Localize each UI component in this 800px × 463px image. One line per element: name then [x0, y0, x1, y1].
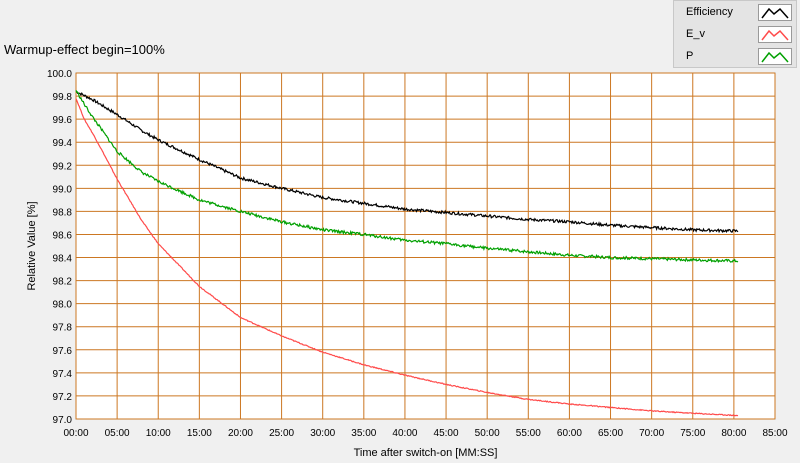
x-tick-label: 20:00 — [228, 428, 253, 439]
y-tick-label: 97.0 — [53, 415, 73, 426]
legend-label-efficiency: Efficiency — [686, 6, 733, 18]
y-tick-label: 98.6 — [53, 230, 73, 241]
legend-item-efficiency[interactable]: Efficiency — [674, 2, 798, 24]
y-tick-label: 99.4 — [53, 138, 73, 149]
series-line-e_v — [75, 98, 739, 417]
legend-label-p: P — [686, 50, 694, 62]
y-tick-labels: 100.0 99.8 99.6 99.4 99.2 99.0 98.8 98.6 98.4 98.… — [47, 69, 72, 426]
x-tick-label: 10:00 — [146, 428, 171, 439]
x-tick-label: 55:00 — [516, 428, 541, 439]
grid — [75, 72, 776, 420]
y-axis-label: Relative Value [%] — [26, 201, 38, 290]
y-tick-label: 99.8 — [53, 92, 73, 103]
x-tick-label: 65:00 — [598, 428, 623, 439]
y-tick-label: 97.8 — [53, 323, 73, 334]
legend-swatch-e_v — [758, 26, 792, 43]
x-tick-label: 45:00 — [434, 428, 459, 439]
legend: Efficiency E_v P — [673, 0, 797, 68]
y-tick-label: 98.4 — [53, 254, 73, 265]
x-tick-label: 50:00 — [475, 428, 500, 439]
y-tick-label: 99.0 — [53, 184, 73, 195]
x-tick-labels: 00:00 05:00 10:00 15:00 20:00 25:00 30:00 35:00… — [63, 428, 787, 439]
series-line-efficiency — [75, 90, 739, 234]
y-tick-label: 97.6 — [53, 346, 73, 357]
x-tick-label: 15:00 — [187, 428, 212, 439]
x-tick-label: 00:00 — [63, 428, 88, 439]
y-tick-label: 99.6 — [53, 115, 73, 126]
legend-label-e_v: E_v — [686, 28, 705, 40]
y-tick-label: 98.2 — [53, 277, 73, 288]
x-tick-label: 75:00 — [680, 428, 705, 439]
legend-item-p[interactable]: P — [674, 46, 798, 68]
y-tick-label: 100.0 — [47, 69, 72, 80]
series-line-p — [75, 89, 739, 264]
x-axis-label: Time after switch-on [MM:SS] — [354, 447, 498, 459]
legend-item-e_v[interactable]: E_v — [674, 24, 798, 46]
chart-title: Warmup-effect begin=100% — [4, 42, 165, 57]
x-tick-label: 85:00 — [762, 428, 787, 439]
x-tick-label: 30:00 — [310, 428, 335, 439]
x-tick-label: 05:00 — [105, 428, 130, 439]
series-group — [75, 89, 739, 417]
x-tick-label: 35:00 — [351, 428, 376, 439]
plot-area — [75, 72, 776, 420]
y-tick-label: 98.8 — [53, 207, 73, 218]
legend-swatch-p — [758, 48, 792, 65]
x-tick-label: 25:00 — [269, 428, 294, 439]
x-tick-label: 40:00 — [392, 428, 417, 439]
x-tick-label: 60:00 — [557, 428, 582, 439]
y-tick-label: 99.2 — [53, 161, 73, 172]
x-tick-label: 80:00 — [721, 428, 746, 439]
y-tick-label: 97.2 — [53, 392, 73, 403]
y-tick-label: 98.0 — [53, 300, 73, 311]
legend-swatch-efficiency — [758, 4, 792, 21]
x-tick-label: 70:00 — [639, 428, 664, 439]
y-tick-label: 97.4 — [53, 369, 73, 380]
